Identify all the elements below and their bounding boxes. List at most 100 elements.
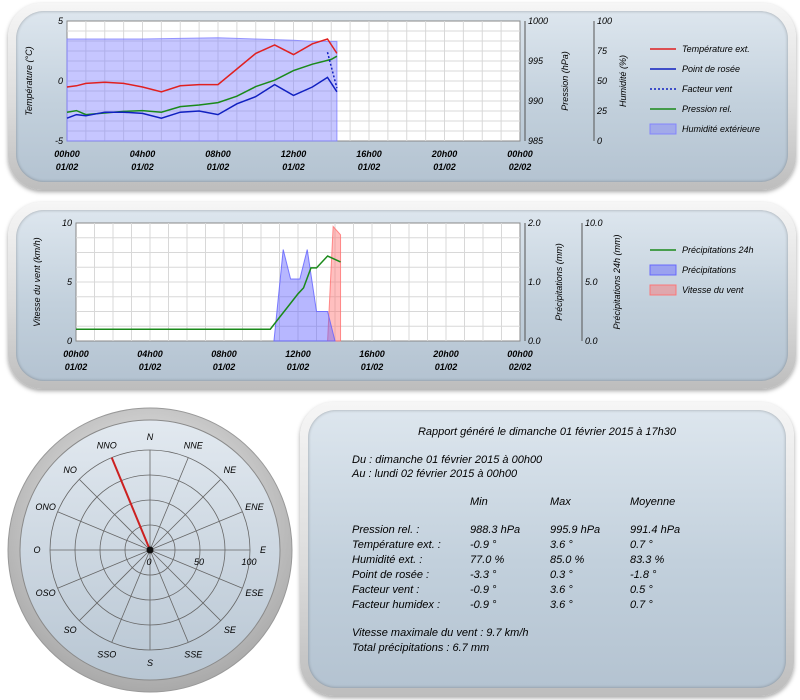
rose-spoke xyxy=(149,549,189,643)
row-min: -0.9 ° xyxy=(470,539,497,551)
column-avg-header: Moyenne xyxy=(630,496,676,508)
row-label: Humidité ext. : xyxy=(352,554,423,566)
max-wind-text: Vitesse maximale du vent : 9.7 km/h xyxy=(352,627,529,639)
x-tick-date: 01/02 xyxy=(207,162,230,172)
legend-swatch xyxy=(649,264,677,276)
x-tick-label: 00h00 xyxy=(507,149,533,159)
row-min: 77.0 % xyxy=(470,554,505,566)
x-tick-label: 00h00 xyxy=(507,349,533,359)
rose-direction-label: S xyxy=(147,658,153,668)
y-tick-label-humidity: 75 xyxy=(597,46,608,56)
row-avg: -1.8 ° xyxy=(630,569,657,581)
legend-swatch xyxy=(649,123,677,135)
rose-wind-pointer xyxy=(110,457,151,551)
report-panel: Rapport généré le dimanche 01 février 20… xyxy=(300,402,794,696)
series-line-2 xyxy=(76,255,341,330)
y-axis-label-wind: Vitesse du vent (km/h) xyxy=(32,237,42,326)
rose-direction-label: NE xyxy=(224,465,237,475)
panel-inner xyxy=(308,410,786,688)
y-tick-label-temperature: 5 xyxy=(58,16,64,26)
y-tick-label-pressure: 995 xyxy=(528,56,544,66)
y-tick-label-temperature: 0 xyxy=(58,76,63,86)
rose-spoke xyxy=(57,511,151,551)
rose-spoke xyxy=(149,549,243,589)
y-axis-label-precip24: Précipitations 24h (mm) xyxy=(612,234,622,329)
rose-scale-label: 100 xyxy=(241,557,256,567)
legend-label: Humidité extérieure xyxy=(682,124,760,134)
y-axis-label-pressure: Pression (hPa) xyxy=(560,51,570,111)
y-tick-label-temperature: -5 xyxy=(55,136,64,146)
report-to: Au : lundi 02 février 2015 à 00h00 xyxy=(352,468,518,480)
x-tick-date: 01/02 xyxy=(361,362,384,372)
x-tick-label: 20h00 xyxy=(432,349,459,359)
x-tick-date: 01/02 xyxy=(282,162,305,172)
y-axis-label-humidity: Humidité (%) xyxy=(618,55,628,107)
rose-direction-label: SSE xyxy=(184,649,203,659)
report-content: Rapport généré le dimanche 01 février 20… xyxy=(300,402,794,696)
wind-precipitation-chart: 00h00 01/02 04h00 01/02 08h00 01/02 12h00 01/02… xyxy=(32,218,754,372)
y-tick-label-humidity: 50 xyxy=(597,76,607,86)
legend-label: Facteur vent xyxy=(682,84,733,94)
rose-scale-label: 50 xyxy=(194,557,204,567)
rose-spoke xyxy=(79,549,151,621)
x-tick-date: 01/02 xyxy=(139,362,162,372)
row-min: -0.9 ° xyxy=(470,599,497,611)
y-tick-label-pressure: 1000 xyxy=(528,16,548,26)
total-precip-text: Total précipitations : 6.7 mm xyxy=(352,642,490,654)
row-label: Température ext. : xyxy=(352,539,441,551)
row-max: 3.6 ° xyxy=(550,584,573,596)
legend-label: Point de rosée xyxy=(682,64,740,74)
row-max: 85.0 % xyxy=(550,554,585,566)
x-tick-date: 01/02 xyxy=(56,162,79,172)
legend-label: Vitesse du vent xyxy=(682,285,744,295)
rose-spoke xyxy=(149,457,189,551)
x-tick-date: 01/02 xyxy=(213,362,236,372)
row-label: Facteur humidex : xyxy=(352,599,441,611)
legend-label: Pression rel. xyxy=(682,104,732,114)
wind-rose: N NNE NE ENE E ESE SE SSE S SSO SO OSO O ONO NO NNO 0 50 1… xyxy=(7,407,293,693)
row-label: Facteur vent : xyxy=(352,584,420,596)
rose-spoke xyxy=(149,479,221,551)
row-min: -0.9 ° xyxy=(470,584,497,596)
report-from: Du : dimanche 01 février 2015 à 00h00 xyxy=(352,454,543,466)
rose-direction-label: O xyxy=(33,545,40,555)
legend-label: Précipitations 24h xyxy=(682,245,754,255)
y-tick-label-humidity: 100 xyxy=(597,16,612,26)
rose-direction-label: N xyxy=(147,432,154,442)
y-tick-label-pressure: 985 xyxy=(528,136,544,146)
x-tick-date: 01/02 xyxy=(435,362,458,372)
x-tick-label: 16h00 xyxy=(356,149,382,159)
row-max: 995.9 hPa xyxy=(550,524,601,536)
report-title: Rapport généré le dimanche 01 février 20… xyxy=(417,426,677,438)
legend-label: Température ext. xyxy=(682,44,750,54)
series-area-1 xyxy=(273,249,336,342)
column-min-header: Min xyxy=(470,496,488,508)
x-tick-label: 00h00 xyxy=(63,349,89,359)
x-tick-label: 04h00 xyxy=(130,149,156,159)
y-tick-label-precip: 0.0 xyxy=(528,336,541,346)
row-min: -3.3 ° xyxy=(470,569,497,581)
x-tick-label: 16h00 xyxy=(359,349,385,359)
legend-label: Précipitations xyxy=(682,265,737,275)
rose-direction-label: NO xyxy=(63,465,77,475)
y-tick-label-precip24: 10.0 xyxy=(585,218,603,228)
rose-spoke xyxy=(57,549,151,589)
x-tick-date: 01/02 xyxy=(358,162,381,172)
series-area-0 xyxy=(327,225,342,342)
y-axis-label-temperature: Température (°C) xyxy=(24,46,34,115)
rose-spoke xyxy=(79,479,151,551)
x-tick-label: 08h00 xyxy=(205,149,231,159)
rose-spoke xyxy=(149,511,243,551)
temperature-pressure-humidity-chart: 00h00 01/02 04h00 01/02 08h00 01/02 12h00 01/02… xyxy=(24,16,760,172)
row-avg: 991.4 hPa xyxy=(630,524,681,536)
x-tick-date: 02/02 xyxy=(509,362,532,372)
rose-direction-label: NNE xyxy=(184,441,204,451)
y-tick-label-precip24: 5.0 xyxy=(585,277,598,287)
y-tick-label-pressure: 990 xyxy=(528,96,543,106)
y-tick-label-humidity: 25 xyxy=(596,106,608,116)
rose-center-dot xyxy=(146,546,154,554)
x-tick-label: 20h00 xyxy=(431,149,458,159)
row-avg: 0.5 ° xyxy=(630,584,653,596)
rose-direction-label: ENE xyxy=(245,502,265,512)
legend-swatch xyxy=(649,284,677,296)
